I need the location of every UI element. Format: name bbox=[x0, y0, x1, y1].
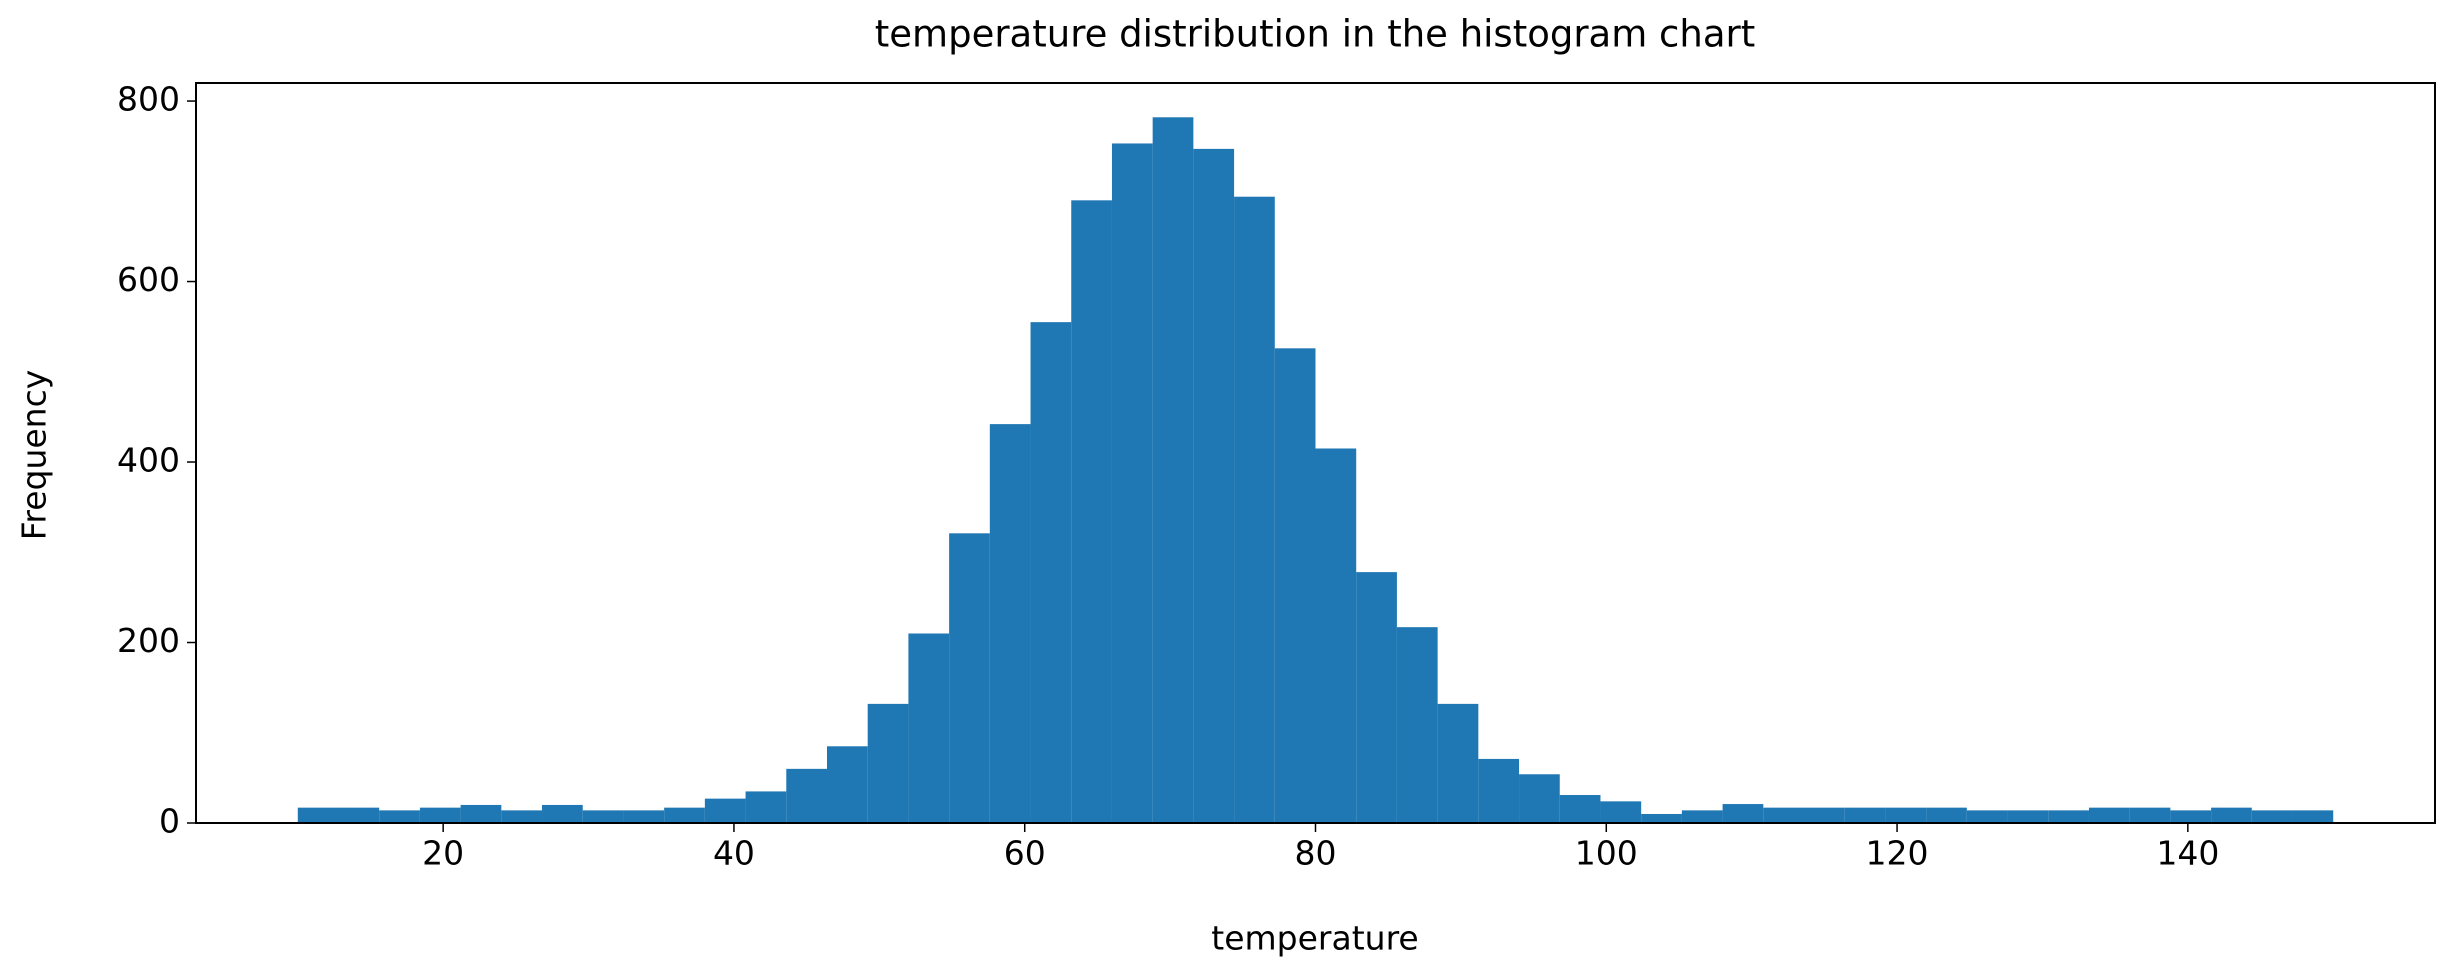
bar bbox=[2129, 807, 2171, 823]
bar bbox=[460, 804, 502, 823]
bar bbox=[1681, 810, 1723, 823]
x-tick-label: 120 bbox=[1866, 834, 1929, 873]
bar bbox=[867, 703, 909, 823]
bar bbox=[1193, 148, 1235, 823]
bar bbox=[623, 810, 665, 823]
bar bbox=[1885, 807, 1927, 823]
bar bbox=[2007, 810, 2049, 823]
y-axis-label: Frequency bbox=[15, 370, 54, 540]
x-axis-label: temperature bbox=[1211, 919, 1418, 958]
bar bbox=[419, 807, 461, 823]
y-tick-label: 0 bbox=[159, 802, 180, 841]
bar bbox=[1559, 795, 1601, 823]
x-tick-label: 100 bbox=[1575, 834, 1638, 873]
bar bbox=[501, 810, 543, 823]
chart-title: temperature distribution in the histogra… bbox=[875, 13, 1755, 56]
bar bbox=[1600, 801, 1642, 823]
bar bbox=[1966, 810, 2008, 823]
bar bbox=[989, 424, 1031, 823]
bar bbox=[379, 810, 420, 823]
bar bbox=[949, 533, 990, 823]
bar bbox=[1111, 143, 1153, 824]
bar bbox=[826, 746, 868, 823]
bar bbox=[786, 768, 827, 823]
bar bbox=[2048, 810, 2089, 823]
bar bbox=[2251, 810, 2293, 823]
bar bbox=[1234, 196, 1275, 823]
bar bbox=[2170, 810, 2212, 823]
bar bbox=[2088, 807, 2130, 823]
bar bbox=[1315, 448, 1357, 823]
bar bbox=[1478, 758, 1520, 823]
x-tick-label: 60 bbox=[1004, 834, 1046, 873]
bar bbox=[1641, 813, 1682, 823]
y-tick-label: 400 bbox=[117, 441, 180, 480]
bar bbox=[664, 807, 705, 823]
x-tick-label: 80 bbox=[1295, 834, 1337, 873]
bar bbox=[1152, 117, 1194, 824]
bar bbox=[1804, 807, 1845, 823]
bar bbox=[582, 810, 624, 823]
bar bbox=[1519, 774, 1560, 823]
bar bbox=[542, 804, 583, 823]
bar bbox=[1030, 322, 1072, 823]
x-tick-label: 40 bbox=[713, 834, 755, 873]
bar bbox=[297, 807, 339, 823]
bar bbox=[2211, 807, 2252, 823]
bar bbox=[908, 633, 950, 823]
bar bbox=[1274, 348, 1316, 823]
bar bbox=[1844, 807, 1886, 823]
bar bbox=[1763, 807, 1805, 823]
y-tick-label: 200 bbox=[117, 621, 180, 660]
bar bbox=[338, 807, 380, 823]
bar bbox=[745, 791, 787, 823]
bar bbox=[704, 798, 746, 823]
bar bbox=[1396, 627, 1438, 823]
bar bbox=[1071, 200, 1112, 823]
y-tick-label: 600 bbox=[117, 260, 180, 299]
y-tick-label: 800 bbox=[117, 80, 180, 119]
bar bbox=[1926, 807, 1967, 823]
bar bbox=[1437, 703, 1479, 823]
x-tick-label: 140 bbox=[2156, 834, 2219, 873]
x-tick-label: 20 bbox=[422, 834, 464, 873]
bar bbox=[1356, 572, 1397, 823]
bar bbox=[1722, 804, 1764, 823]
bar bbox=[2292, 810, 2334, 823]
